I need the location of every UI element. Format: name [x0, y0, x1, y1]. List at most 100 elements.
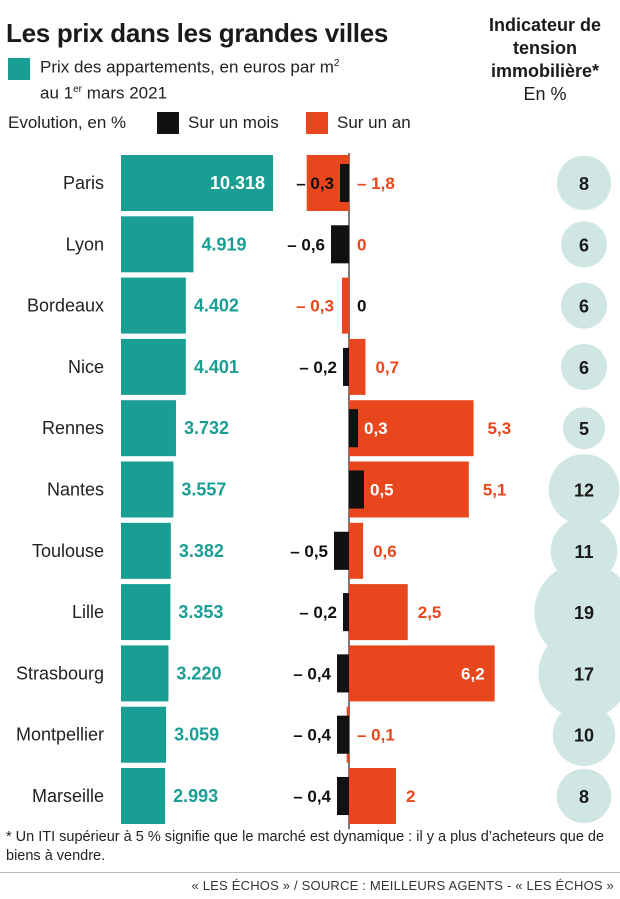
city-label: Paris: [63, 173, 104, 193]
chart-canvas: Paris 10.318 – 0,3 – 1,8 8 Lyon 4.919 – 0,6 0 6 Bo…: [16, 153, 620, 830]
month-value-label: – 0,4: [293, 726, 331, 745]
price-bar: [121, 277, 186, 334]
iti-value-label: 5: [579, 419, 589, 439]
year-value-label: 5,3: [488, 419, 512, 438]
month-value-label: 0,5: [370, 481, 394, 500]
year-bar: [349, 522, 364, 579]
city-label: Bordeaux: [27, 296, 104, 316]
city-label: Lyon: [66, 234, 104, 254]
iti-value-label: 6: [579, 358, 589, 378]
year-value-label: 6,2: [461, 664, 485, 683]
price-value-label: 4.402: [194, 296, 239, 316]
month-bar: [337, 654, 349, 693]
price-bar: [121, 522, 171, 579]
price-value-label: 10.318: [210, 173, 265, 193]
month-value-label: 0,3: [364, 419, 388, 438]
month-bar: [343, 593, 349, 632]
legend-price-line2-post: mars 2021: [82, 83, 168, 103]
price-bar: [121, 584, 171, 641]
footnote: * Un ITI supérieur à 5 % signifie que le…: [6, 829, 605, 864]
year-value-label: – 1,8: [357, 174, 395, 193]
city-label: Rennes: [42, 418, 104, 438]
year-bar: [349, 768, 396, 824]
month-value-label: – 0,4: [293, 664, 331, 683]
year-bar: [349, 338, 366, 395]
price-bar: [121, 338, 186, 395]
price-bar: [121, 400, 176, 457]
price-value-label: 4.919: [201, 234, 246, 254]
legend-month-label: Sur un mois: [188, 113, 279, 132]
iti-circle: [556, 155, 612, 211]
iti-value-label: 12: [574, 481, 594, 501]
price-bar: [121, 768, 166, 824]
price-value-label: 3.382: [179, 541, 224, 561]
legend-price-line2-sup: er: [73, 83, 82, 95]
price-value-label: 3.059: [174, 725, 219, 745]
year-bar: [341, 277, 349, 334]
month-value-label: – 0,2: [299, 358, 337, 377]
legend-price-line1: Prix des appartements, en euros par m: [40, 57, 334, 77]
footer-divider: [0, 872, 620, 873]
price-value-label: 2.993: [173, 786, 218, 806]
iti-value-label: 11: [574, 542, 593, 562]
legend-year-label: Sur un an: [337, 113, 411, 132]
city-label: Marseille: [32, 786, 104, 806]
year-value-label: 0,7: [375, 358, 399, 377]
legend-price-line2-pre: au 1: [40, 83, 74, 103]
year-value-label: 0: [357, 235, 366, 254]
price-bar: [121, 645, 169, 702]
month-bar: [331, 225, 349, 264]
iti-value-label: 17: [574, 664, 594, 684]
year-value-label: 5,1: [483, 481, 507, 500]
city-label: Nantes: [47, 480, 104, 500]
month-value-label: – 0,2: [299, 603, 337, 622]
iti-value-label: 6: [579, 297, 589, 317]
legend-evolution-label: Evolution, en %: [8, 113, 127, 132]
city-label: Toulouse: [32, 541, 104, 561]
legend-year-swatch: [306, 112, 328, 134]
iti-value-label: 10: [574, 726, 594, 746]
city-label: Montpellier: [16, 725, 104, 745]
iti-circle: [560, 282, 608, 329]
month-value-label: – 0,4: [293, 787, 331, 806]
year-value-label: 2: [406, 787, 415, 806]
iti-value-label: 19: [574, 603, 594, 623]
month-bar: [349, 409, 358, 448]
iti-circle: [560, 343, 608, 390]
city-label: Lille: [72, 602, 104, 622]
price-value-label: 3.353: [178, 602, 223, 622]
legend-month-swatch: [157, 112, 179, 134]
price-bar: [121, 461, 174, 518]
year-value-label: – 0,1: [357, 726, 395, 745]
price-value-label: 3.220: [176, 663, 221, 683]
year-bar: [349, 645, 495, 702]
month-bar: [337, 776, 349, 816]
month-value-label: – 0,5: [290, 542, 328, 561]
year-bar: [349, 461, 469, 518]
price-value-label: 3.732: [184, 418, 229, 438]
month-bar: [334, 531, 349, 570]
month-bar: [340, 163, 349, 203]
price-bar: [121, 216, 194, 273]
iti-unit: En %: [523, 84, 567, 104]
legend-price-sup: 2: [333, 58, 340, 69]
price-bar: [121, 706, 167, 763]
iti-header: Indicateur de tension immobilière* En %: [470, 14, 620, 106]
city-label: Strasbourg: [16, 663, 104, 683]
iti-circle: [548, 454, 620, 525]
year-bar: [349, 584, 408, 641]
iti-title: Indicateur de tension immobilière*: [488, 15, 602, 81]
price-value-label: 4.401: [194, 357, 239, 377]
year-value-label: 2,5: [418, 603, 442, 622]
month-value-label: – 0,6: [287, 235, 325, 254]
iti-circle: [538, 627, 620, 719]
year-value-label: – 0,3: [296, 297, 334, 316]
month-bar: [343, 347, 349, 386]
iti-circle: [552, 703, 616, 766]
year-bar: [349, 400, 474, 457]
iti-circle: [563, 407, 605, 450]
iti-value-label: 8: [579, 787, 589, 807]
month-value-label: 0: [357, 297, 366, 316]
city-label: Nice: [68, 357, 104, 377]
month-bar: [349, 470, 364, 509]
